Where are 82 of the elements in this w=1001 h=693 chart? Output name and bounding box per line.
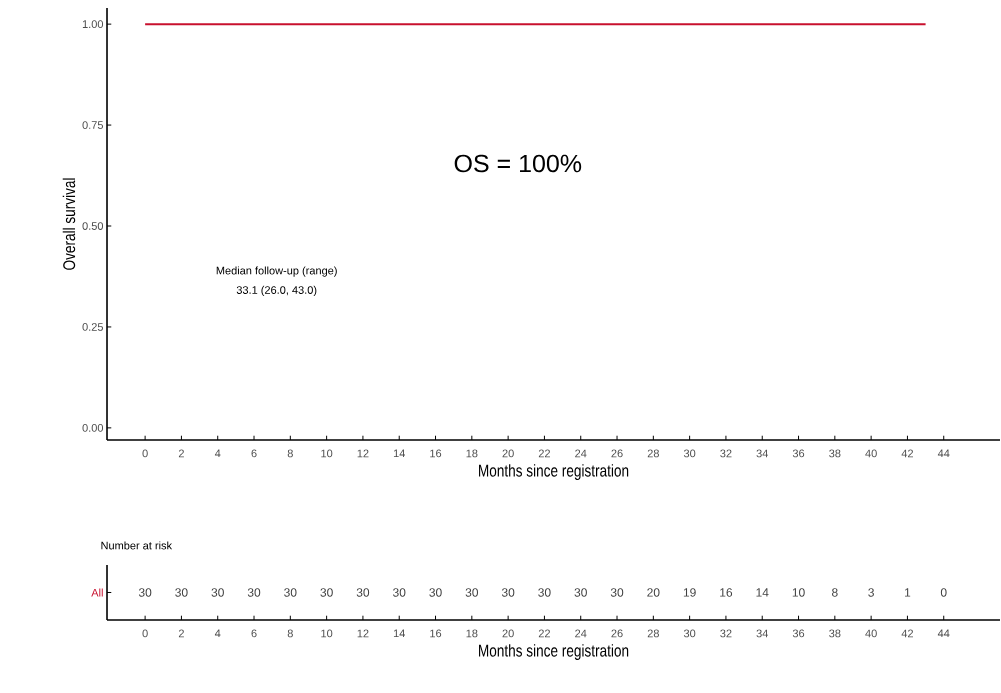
x-tick-label: 2 xyxy=(178,449,184,458)
x-tick-label: 32 xyxy=(720,629,732,638)
x-tick-label: 0 xyxy=(142,629,148,638)
data-label: 20 xyxy=(647,588,660,597)
x-tick-label: 22 xyxy=(538,629,550,638)
data-label: 30 xyxy=(465,588,479,597)
data-label: 30 xyxy=(356,588,370,597)
x-tick-label: 10 xyxy=(321,629,333,638)
x-tick-label: 2 xyxy=(178,629,184,638)
y-axis-title: Overall survival xyxy=(62,178,76,270)
x-tick-label: 22 xyxy=(538,449,550,458)
data-label: 16 xyxy=(720,588,733,597)
data-label: 30 xyxy=(538,588,551,597)
x-tick-label: 44 xyxy=(937,449,950,458)
y-tick-label: 0.00 xyxy=(82,423,104,432)
chart-title: Number at risk xyxy=(101,541,173,550)
data-label: 8 xyxy=(832,588,838,597)
data-label: 3 xyxy=(868,588,874,597)
data-label: 30 xyxy=(284,588,297,597)
data-label: 30 xyxy=(211,588,224,597)
x-tick-label: 24 xyxy=(575,449,587,458)
x-tick-label: 14 xyxy=(393,449,406,458)
x-tick-label: 26 xyxy=(611,629,623,638)
y-tick-label: All xyxy=(91,588,103,597)
x-tick-label: 42 xyxy=(901,449,913,458)
x-tick-label: 26 xyxy=(611,449,623,458)
data-label: 30 xyxy=(393,588,406,597)
x-tick-label: 14 xyxy=(393,629,406,638)
x-tick-label: 20 xyxy=(502,449,514,458)
x-tick-label: 4 xyxy=(214,449,221,458)
data-label: 30 xyxy=(247,588,261,597)
x-tick-label: 16 xyxy=(430,449,442,458)
x-tick-label: 16 xyxy=(430,629,442,638)
data-label: 0 xyxy=(940,588,947,597)
x-tick-label: 40 xyxy=(865,449,877,458)
x-tick-label: 36 xyxy=(792,449,805,458)
x-tick-label: 8 xyxy=(287,449,293,458)
x-axis-title: Months since registration xyxy=(479,464,629,481)
x-tick-label: 36 xyxy=(792,629,805,638)
x-tick-label: 6 xyxy=(251,449,257,458)
data-label: 14 xyxy=(756,588,769,597)
x-tick-label: 28 xyxy=(647,449,659,458)
x-tick-label: 18 xyxy=(466,449,478,458)
x-tick-label: 12 xyxy=(357,629,369,638)
x-axis-title: Months since registration xyxy=(479,644,629,661)
x-tick-label: 32 xyxy=(720,449,732,458)
x-tick-label: 4 xyxy=(214,629,221,638)
x-tick-label: 28 xyxy=(647,629,659,638)
x-tick-label: 8 xyxy=(287,629,293,638)
data-label: 19 xyxy=(683,588,696,597)
data-label: 30 xyxy=(138,588,152,597)
x-tick-label: 18 xyxy=(466,629,478,638)
x-tick-label: 30 xyxy=(683,629,696,638)
x-tick-label: 34 xyxy=(756,449,769,458)
x-tick-label: 44 xyxy=(937,629,950,638)
data-label: 30 xyxy=(501,588,515,597)
x-tick-label: 6 xyxy=(251,629,257,638)
y-tick-label: 0.75 xyxy=(82,121,103,129)
x-tick-label: 0 xyxy=(142,449,148,458)
x-tick-label: 42 xyxy=(901,629,913,638)
data-label: 30 xyxy=(610,588,624,597)
annotation: 33.1 (26.0, 43.0) xyxy=(236,285,317,297)
data-label: 30 xyxy=(429,588,442,597)
data-label: 30 xyxy=(574,588,587,597)
x-tick-label: 40 xyxy=(865,629,877,638)
x-tick-label: 38 xyxy=(829,629,841,638)
y-tick-label: 0.50 xyxy=(82,222,104,230)
x-tick-label: 24 xyxy=(575,629,587,638)
x-tick-label: 38 xyxy=(829,449,841,458)
x-tick-label: 10 xyxy=(321,449,333,458)
y-tick-label: 1.00 xyxy=(82,20,104,29)
data-label: 30 xyxy=(175,588,188,597)
annotation: OS = 100% xyxy=(454,154,582,173)
data-label: 30 xyxy=(320,588,333,597)
data-label: 1 xyxy=(905,588,911,597)
y-tick-label: 0.25 xyxy=(82,323,103,331)
data-label: 10 xyxy=(792,588,805,597)
x-tick-label: 34 xyxy=(756,629,769,638)
x-tick-label: 20 xyxy=(502,629,514,638)
x-tick-label: 12 xyxy=(357,449,369,458)
x-tick-label: 30 xyxy=(683,449,696,458)
annotation: Median follow-up (range) xyxy=(216,266,337,277)
